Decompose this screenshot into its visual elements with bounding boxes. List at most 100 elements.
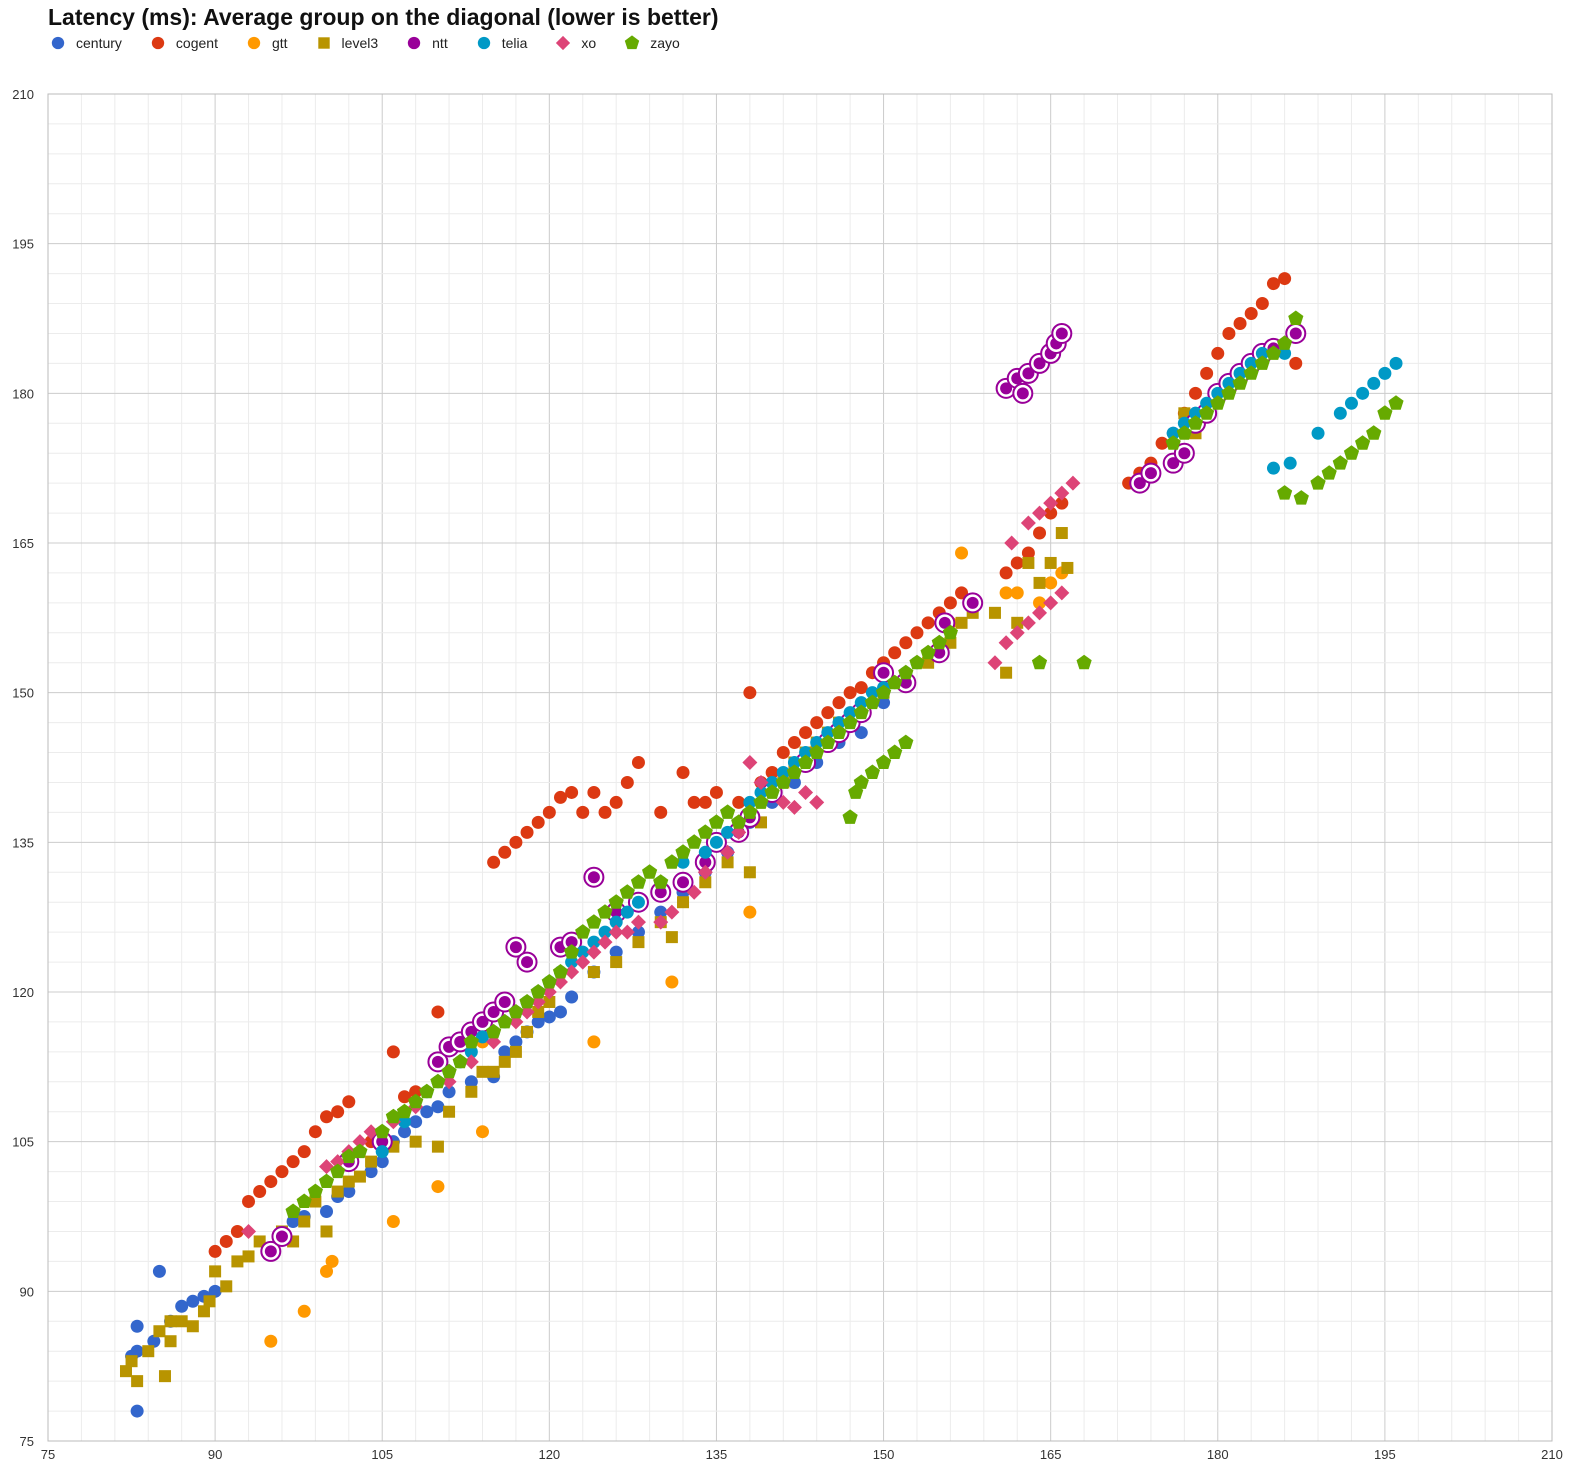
zayo-point	[853, 704, 869, 720]
level3-point	[175, 1315, 188, 1328]
legend-label: century	[76, 35, 122, 51]
level3-point	[125, 1355, 138, 1368]
telia-point	[676, 855, 690, 869]
telia-point	[821, 726, 835, 740]
cogent-point	[1033, 526, 1047, 540]
xo-point	[363, 1124, 379, 1140]
series-zayo	[285, 310, 1404, 1218]
cogent-point	[732, 795, 746, 809]
cogent-point	[498, 845, 512, 859]
cogent-point	[631, 756, 645, 770]
xo-point	[575, 954, 591, 970]
level3-point	[1000, 666, 1013, 679]
xo-point	[619, 924, 635, 940]
level3-point	[509, 1045, 522, 1058]
zayo-point	[1165, 435, 1181, 450]
ntt-point	[505, 936, 527, 958]
data-points	[119, 272, 1404, 1418]
ntt-point	[1140, 462, 1162, 484]
zayo-point	[786, 764, 802, 779]
cogent-point	[275, 1165, 289, 1179]
legend-swatch	[317, 37, 330, 49]
level3-point	[1061, 561, 1074, 574]
level3-point	[186, 1320, 199, 1333]
zayo-point	[463, 1033, 479, 1049]
xo-point	[653, 914, 669, 930]
level3-point	[587, 966, 600, 979]
legend-marker	[477, 36, 490, 50]
xo-point	[1009, 625, 1025, 641]
cogent-point	[531, 815, 545, 829]
xo-point	[742, 755, 758, 771]
xo-point	[697, 864, 713, 880]
legend-swatch	[247, 36, 261, 50]
zayo-point	[1293, 490, 1309, 505]
level3-point	[153, 1325, 166, 1338]
legend-item-ntt: ntt	[406, 35, 448, 51]
cogent-point	[565, 785, 579, 799]
legend-swatch	[625, 35, 640, 50]
zayo-point	[1254, 355, 1270, 370]
series-cogent	[208, 272, 1303, 1258]
cogent-point	[1055, 496, 1069, 510]
cogent-point	[1244, 307, 1258, 321]
x-tick-label: 180	[1207, 1447, 1229, 1462]
zayo-point	[920, 644, 936, 660]
cogent-point	[386, 1045, 400, 1059]
telia-point	[698, 845, 712, 859]
zayo-point	[842, 809, 858, 824]
level3-point	[353, 1170, 366, 1183]
century-point	[631, 925, 645, 939]
zayo-point	[809, 744, 825, 759]
telia-point	[1222, 376, 1236, 390]
legend-marker	[151, 36, 165, 50]
level3-point	[331, 1185, 344, 1198]
cogent-point	[398, 1090, 412, 1104]
zayo-point	[1377, 405, 1393, 420]
level3-point	[465, 1085, 478, 1098]
zayo-point	[1176, 425, 1192, 440]
cogent-point	[821, 706, 835, 720]
level3-point	[409, 1135, 422, 1148]
cogent-point	[609, 795, 623, 809]
telia-point	[1283, 456, 1297, 470]
xo-point	[330, 1154, 346, 1170]
century-point	[654, 905, 668, 919]
century-point	[320, 1205, 334, 1219]
telia-point	[598, 925, 612, 939]
xo-point	[1004, 535, 1020, 551]
century-point	[286, 1214, 300, 1228]
cogent-point	[676, 765, 690, 779]
level3-point	[209, 1265, 222, 1278]
telia-point	[743, 795, 757, 809]
telia-point	[1188, 406, 1202, 420]
cogent-point	[921, 616, 935, 630]
cogent-point	[899, 636, 913, 650]
level3-point	[955, 616, 968, 629]
legend-marker	[407, 36, 421, 50]
gtt-point	[743, 905, 757, 919]
zayo-point	[731, 814, 747, 829]
cogent-point	[331, 1105, 345, 1119]
level3-point	[309, 1195, 322, 1208]
legend-label: zayo	[650, 35, 680, 51]
y-tick-label: 195	[12, 237, 34, 252]
cogent-point	[1155, 436, 1169, 450]
century-point	[152, 1264, 166, 1278]
zayo-point	[820, 734, 836, 749]
cogent-point	[230, 1224, 244, 1238]
cogent-point	[654, 805, 668, 819]
cogent-point	[320, 1110, 334, 1124]
xo-point	[564, 964, 580, 980]
xo-point	[809, 794, 825, 810]
cogent-point	[342, 1095, 356, 1109]
level3-point	[498, 1055, 511, 1068]
telia-point	[464, 1045, 478, 1059]
zayo-point	[909, 654, 925, 670]
cogent-point	[1255, 297, 1269, 311]
legend-swatch	[477, 36, 490, 50]
xo-point	[786, 799, 802, 815]
cogent-point	[776, 746, 790, 760]
cogent-point	[687, 795, 701, 809]
level3-point	[220, 1280, 233, 1293]
